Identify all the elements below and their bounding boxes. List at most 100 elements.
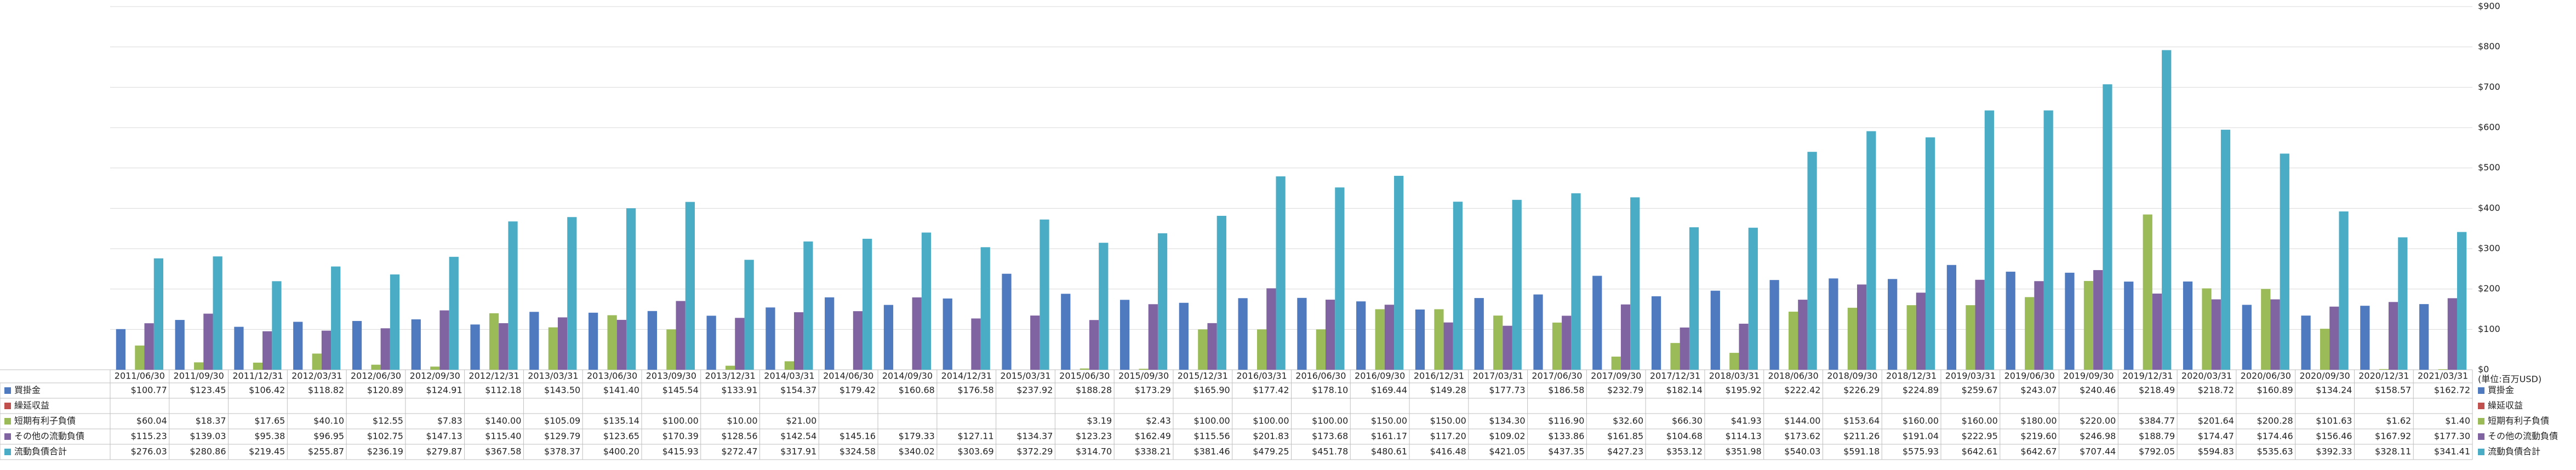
bar <box>293 322 303 370</box>
bar <box>2152 293 2162 370</box>
bar <box>203 313 213 370</box>
data-label: $177.73 <box>1489 385 1525 396</box>
bar <box>1630 197 1640 370</box>
data-label: $200.28 <box>2257 416 2293 426</box>
data-label: $144.00 <box>1784 416 1820 426</box>
bar <box>2457 232 2467 370</box>
legend-label: 買掛金 <box>14 385 41 396</box>
data-label: $218.49 <box>2139 385 2175 396</box>
data-label: $100.77 <box>131 385 167 396</box>
x-tick-label: 2020/12/31 <box>2358 371 2409 381</box>
data-label: $104.68 <box>1666 431 1703 442</box>
unit-note: (単位:百万USD) <box>2478 374 2541 385</box>
data-label: $17.65 <box>254 416 285 426</box>
bar <box>1769 280 1779 370</box>
data-label: $161.85 <box>1607 431 1643 442</box>
data-label: $191.04 <box>1903 431 1939 442</box>
bar <box>213 256 222 370</box>
data-label: $188.28 <box>1076 385 1112 396</box>
bar <box>2447 298 2457 370</box>
x-tick-label: 2014/03/31 <box>764 371 814 381</box>
data-label: $351.98 <box>1726 446 1762 457</box>
data-label: $123.65 <box>603 431 639 442</box>
data-label: $127.11 <box>957 431 993 442</box>
data-label: $129.79 <box>544 431 580 442</box>
bar <box>2339 211 2349 370</box>
bar <box>943 298 952 370</box>
bar <box>2202 288 2212 370</box>
bar <box>666 329 676 370</box>
data-label: $161.17 <box>1371 431 1407 442</box>
data-label: $134.30 <box>1489 416 1525 426</box>
data-label: $246.98 <box>2080 431 2116 442</box>
data-label: $353.12 <box>1666 446 1703 457</box>
data-label: $100.00 <box>1253 416 1289 426</box>
x-tick-label: 2016/12/31 <box>1414 371 1464 381</box>
bar <box>1157 233 1168 370</box>
data-label: $147.13 <box>426 431 462 442</box>
data-label: $145.16 <box>839 431 876 442</box>
data-label: $279.87 <box>426 446 462 457</box>
bar <box>194 362 204 370</box>
bar <box>1916 293 1926 370</box>
data-label: $115.40 <box>485 431 521 442</box>
x-tick-label: 2018/06/30 <box>1768 371 1818 381</box>
data-label: $642.61 <box>1962 446 1998 457</box>
x-tick-label: 2013/09/30 <box>646 371 696 381</box>
data-label: $32.60 <box>1613 416 1643 426</box>
bar <box>1089 320 1099 370</box>
data-label: $128.56 <box>721 431 757 442</box>
bar <box>116 329 126 370</box>
data-label: $317.91 <box>780 446 816 457</box>
y-tick-label: $300 <box>2478 243 2500 254</box>
data-label: $41.93 <box>1731 416 1762 426</box>
bar <box>1847 307 1857 370</box>
bar <box>863 238 872 370</box>
bar <box>784 361 795 370</box>
data-label: $1.62 <box>2386 416 2411 426</box>
data-label: $139.03 <box>190 431 226 442</box>
bar <box>853 311 863 370</box>
data-label: $372.29 <box>1016 446 1053 457</box>
data-label: $177.42 <box>1253 385 1289 396</box>
bar <box>2242 305 2252 370</box>
bar <box>1552 322 1562 370</box>
bar <box>1453 202 1463 370</box>
data-label: $160.89 <box>2257 385 2293 396</box>
y-tick-label: $600 <box>2478 122 2500 133</box>
bar <box>2162 50 2172 370</box>
legend-swatch <box>2478 449 2484 455</box>
bar <box>430 366 440 370</box>
data-label: $226.29 <box>1843 385 1880 396</box>
data-label: $170.39 <box>662 431 699 442</box>
y-tick-label: $200 <box>2478 283 2500 294</box>
bar <box>726 365 735 370</box>
bar <box>1079 368 1089 370</box>
data-label: $1.40 <box>2445 416 2470 426</box>
bar <box>1216 215 1226 370</box>
y-tick-label: $800 <box>2478 41 2500 51</box>
data-label: $594.83 <box>2198 446 2234 457</box>
bar <box>1611 356 1621 370</box>
data-label: $179.33 <box>899 431 935 442</box>
legend-swatch <box>2478 418 2484 425</box>
bar <box>1975 279 1985 370</box>
bar <box>1276 176 1286 370</box>
data-label: $150.00 <box>1430 416 1466 426</box>
bar <box>2438 369 2448 370</box>
data-label: $218.72 <box>2198 385 2234 396</box>
data-label: $180.00 <box>2020 416 2057 426</box>
data-label: $427.23 <box>1607 446 1643 457</box>
bar <box>735 318 745 370</box>
data-label: $378.37 <box>544 446 580 457</box>
bar <box>794 312 804 370</box>
bar <box>1119 300 1130 370</box>
bar <box>2280 153 2289 370</box>
data-label: $237.92 <box>1016 385 1053 396</box>
data-label: $174.47 <box>2198 431 2234 442</box>
bar <box>971 318 981 370</box>
data-label: $21.00 <box>786 416 816 426</box>
bar <box>2220 129 2231 370</box>
legend-swatch <box>4 418 11 425</box>
bar <box>1238 298 1248 370</box>
